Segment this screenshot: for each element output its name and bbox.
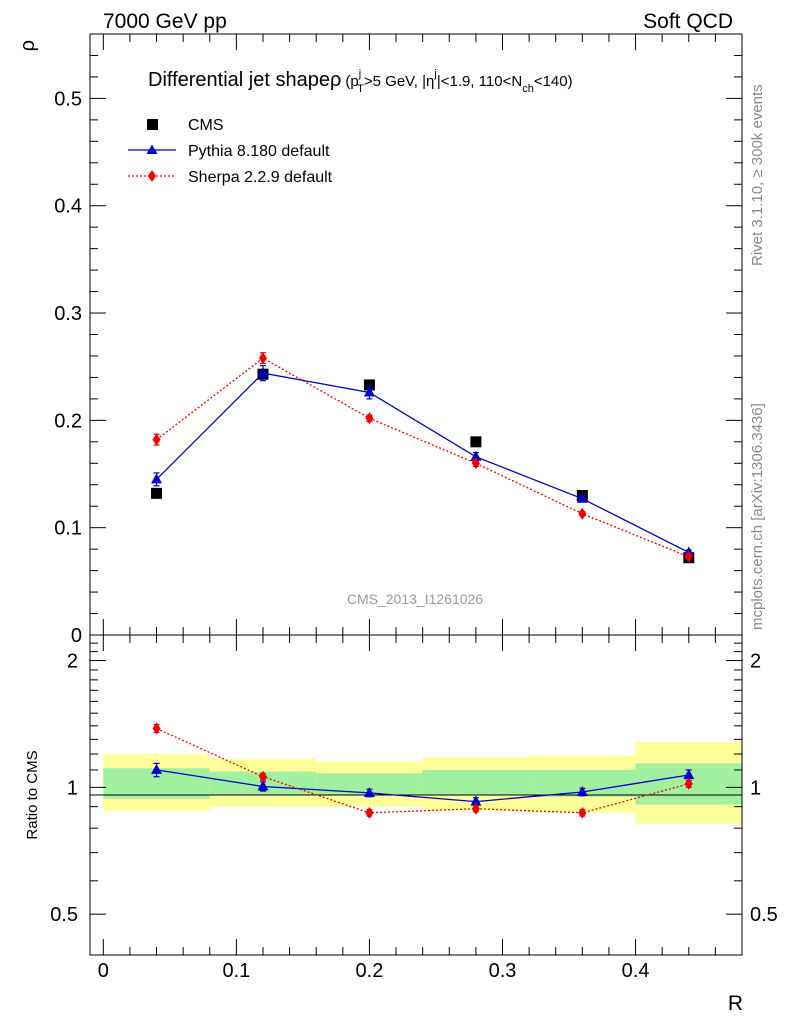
analysis-watermark: CMS_2013_I1261026 [347,591,483,607]
legend-label-cms: CMS [188,117,224,134]
ratio-point-pythia [257,780,269,791]
main-point-cms [151,487,163,499]
ratio-point-sherpa [365,806,374,819]
y-tick-label: 0.3 [54,303,82,325]
ratio-point-sherpa [152,722,161,735]
x-axis-label: R [728,992,743,1015]
main-point-pythia [151,473,163,484]
ratio-point-sherpa [684,777,693,790]
ratio-axes: 0.5 0.5 1 1 2 2 0 0.1 0.2 0.3 0.4 [50,634,778,982]
main-point-sherpa [258,352,267,365]
title-part4: <140) [534,73,573,90]
main-series-layer [151,352,695,564]
ratio-point-pythia [683,768,695,779]
main-axes: 0 0.1 0.2 0.3 0.4 0.5 [54,33,743,647]
title-part2: >5 GeV, |η [364,73,434,90]
ratio-line-pythia [156,769,689,803]
ratio-y-axis-label: Ratio to CMS [24,750,41,839]
x-tick-label: 0.3 [489,960,517,982]
title-sup1: j [358,68,361,80]
main-point-cms [363,379,375,391]
main-point-sherpa [578,507,587,520]
ratio-series-layer [151,722,695,819]
process-label: Soft QCD [643,10,733,33]
title-open: (p [345,73,358,90]
y-tick-label: 0.1 [54,518,82,540]
ratio-y-tick-label-right: 2 [750,651,761,673]
legend-entry-pythia: Pythia 8.180 default [128,143,330,160]
main-line-sherpa [156,357,690,558]
legend-marker-pythia [146,144,158,154]
x-tick-label: 0.2 [356,960,384,982]
title-part3: |<1.9, 110<N [437,73,522,90]
main-point-pythia [470,450,482,461]
ratio-point-pythia [363,786,375,797]
ratio-line-sherpa [156,727,689,814]
ratio-point-sherpa [578,806,587,819]
ratio-y-tick-label: 1 [67,777,78,799]
main-point-pythia [257,367,269,378]
title-sub3: ch [522,83,534,95]
ratio-point-sherpa [258,770,267,783]
ratio-point-sherpa [471,802,480,815]
ratio-y-tick-label: 0.5 [50,904,78,926]
main-line-pythia [156,372,690,553]
main-point-pythia [363,386,375,397]
y-tick-label: 0.5 [54,88,82,110]
main-point-sherpa [471,457,480,470]
x-tick-label: 0.1 [222,960,250,982]
ratio-point-pythia [151,763,163,774]
ratio-y-tick-label-right: 0.5 [750,904,778,926]
legend-marker-cms [147,119,158,130]
ratio-point-pythia [576,786,588,797]
collision-energy-label: 7000 GeV pp [103,10,227,33]
title-sup2: j [433,68,436,80]
events-label: Rivet 3.1.10, ≥ 300k events [749,84,766,266]
y-tick-label: 0.2 [54,410,82,432]
main-point-sherpa [365,412,374,425]
legend-entry-sherpa: Sherpa 2.2.9 default [128,169,333,186]
main-point-sherpa [684,550,693,563]
ratio-band-inner [422,769,530,795]
x-tick-label: 0 [98,960,109,982]
legend: CMS Pythia 8.180 default Sherpa 2.2.9 de… [128,117,333,186]
main-point-cms [470,436,482,448]
y-tick-label: 0.4 [54,196,82,218]
ratio-band-inner [316,773,423,795]
source-label: mcplots.cern.ch [arXiv:1306.3436] [749,403,766,630]
title-rho: ρ [330,69,341,91]
legend-marker-sherpa [148,170,156,182]
legend-label-sherpa: Sherpa 2.2.9 default [188,169,333,186]
y-tick-label: 0 [71,625,82,647]
main-y-axis-label: ρ [17,40,39,51]
main-plot-title: Differential jet shapeρ (pj T>5 GeV, |ηj|<… [148,68,573,95]
ratio-plot-frame [89,634,743,956]
main-point-pythia [576,492,588,503]
x-tick-label: 0.4 [622,960,650,982]
ratio-point-pythia [470,795,482,806]
legend-label-pythia: Pythia 8.180 default [188,143,330,160]
legend-entry-cms: CMS [147,117,224,134]
title-main: Differential jet shape [148,69,330,91]
ratio-y-tick-label: 2 [67,651,78,673]
title-sub1: T [357,83,364,95]
main-point-sherpa [152,433,161,446]
ratio-y-tick-label-right: 1 [750,777,761,799]
